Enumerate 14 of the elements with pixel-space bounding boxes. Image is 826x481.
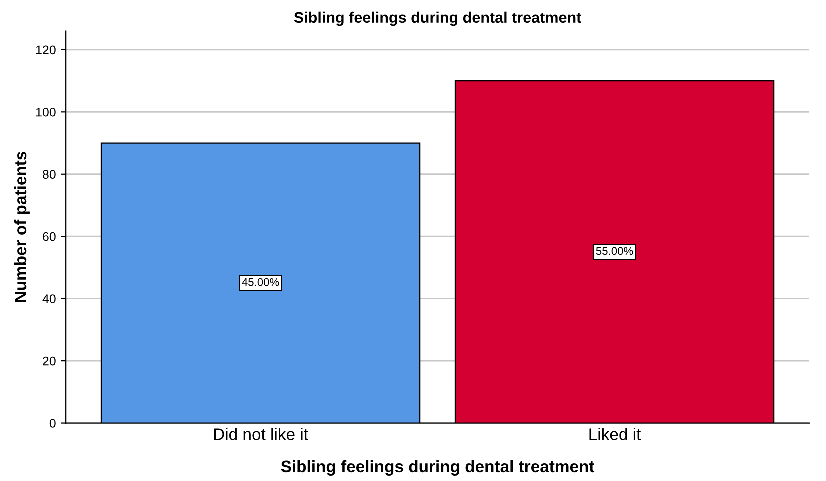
x-tick-label: Did not like it bbox=[214, 428, 308, 440]
y-tick-label: 20 bbox=[43, 356, 56, 366]
annotation: 45.00% bbox=[242, 278, 280, 286]
annotation: 55.00% bbox=[596, 247, 634, 256]
y-tick-label: 80 bbox=[43, 170, 56, 180]
y-tick-label: 100 bbox=[36, 108, 56, 117]
x-axis-title: Sibling feelings during dental treatment bbox=[281, 460, 595, 476]
x-tick-label: Liked it bbox=[590, 428, 642, 440]
y-tick-label: 120 bbox=[36, 46, 56, 55]
y-tick-label: 40 bbox=[42, 294, 56, 304]
chart-title: Sibling feelings during dental treatment bbox=[294, 12, 582, 26]
y-tick-label: 0 bbox=[50, 419, 56, 428]
y-tick-label: 60 bbox=[43, 232, 56, 242]
y-axis-title: Number of patients bbox=[14, 152, 30, 302]
